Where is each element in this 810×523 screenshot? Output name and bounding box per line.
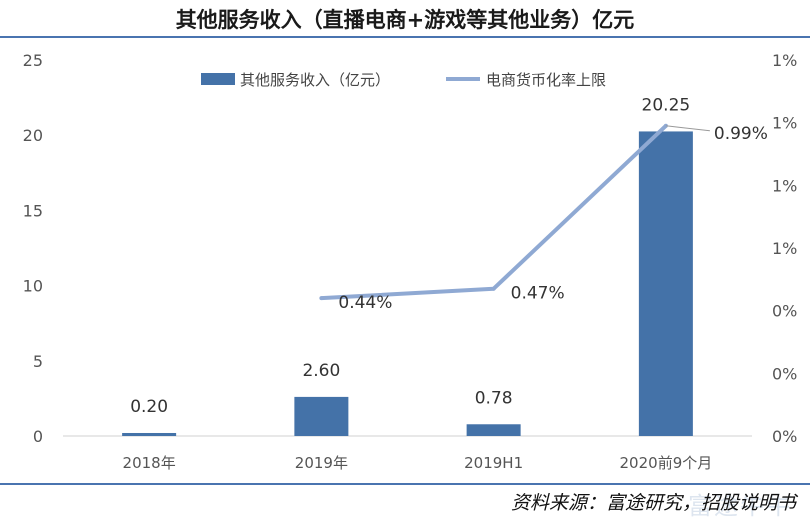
bar [294, 396, 349, 436]
x-tick-label: 2020前9个月 [620, 454, 713, 472]
y2-tick-label: 0% [772, 427, 797, 446]
x-tick-label: 2019H1 [464, 454, 523, 472]
line-data-label: 0.47% [511, 284, 565, 304]
line-label-leader [665, 125, 710, 132]
y2-tick-label: 1% [772, 239, 797, 258]
bar-data-label: 0.78 [475, 388, 513, 408]
bar-data-label: 20.25 [642, 95, 691, 115]
watermark: 富途牛牛 [688, 492, 792, 520]
x-tick-label: 2019年 [295, 454, 348, 472]
x-tick-label: 2018年 [123, 454, 176, 472]
legend-label-bar: 其他服务收入（亿元） [240, 71, 390, 89]
line-point [491, 286, 496, 291]
bar-data-label: 0.20 [130, 397, 168, 417]
y2-tick-label: 1% [772, 51, 797, 70]
line-data-label: 0.44% [338, 293, 392, 313]
bar-data-label: 2.60 [302, 361, 340, 381]
y2-tick-label: 0% [772, 302, 797, 321]
y-tick-label: 25 [23, 51, 43, 70]
y-tick-label: 15 [23, 201, 43, 220]
y-tick-label: 5 [33, 352, 43, 371]
source-note: 资料来源：富途研究，招股说明书 [510, 492, 796, 514]
line-series [321, 124, 668, 301]
legend-swatch-bar [201, 73, 235, 85]
legend-label-line: 电商货币化率上限 [486, 71, 606, 89]
y2-tick-label: 1% [772, 176, 797, 195]
bar [122, 432, 177, 436]
y-tick-label: 10 [23, 277, 43, 296]
line-point [319, 296, 324, 301]
bar [466, 424, 521, 436]
bar [638, 131, 693, 436]
y2-tick-label: 1% [772, 114, 797, 133]
chart-title: 其他服务收入（直播电商+游戏等其他业务）亿元 [175, 8, 635, 32]
y2-tick-label: 0% [772, 364, 797, 383]
y-tick-label: 20 [23, 126, 43, 145]
y-tick-label: 0 [33, 427, 43, 446]
footer-rule [0, 483, 810, 485]
title-rule [0, 36, 810, 38]
chart: 0 5 10 15 20 25 0% 0% 0% 1% 1% 1% 1% 0.20 2.60 0.78 20… [23, 51, 798, 472]
line-data-label: 0.99% [714, 124, 768, 144]
